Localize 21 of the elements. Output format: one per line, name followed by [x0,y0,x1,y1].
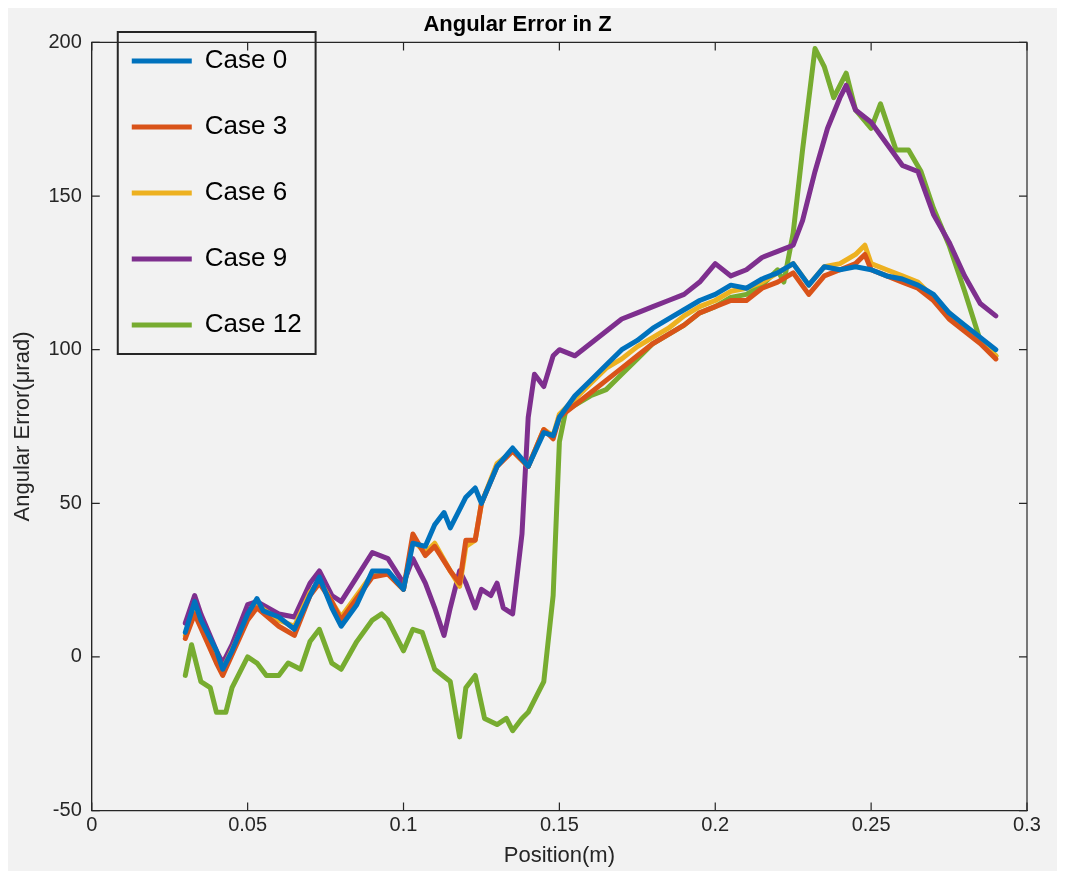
y-tick-label: 0 [70,644,82,667]
x-tick-label: 0.05 [228,813,268,836]
y-tick-label: 200 [48,29,82,52]
chart-title: Angular Error in Z [423,11,612,37]
legend-label: Case 0 [204,44,288,75]
y-axis-title: Angular Error(μrad) [9,331,35,522]
x-tick-label: 0.15 [539,813,579,836]
legend-label: Case 6 [204,176,288,207]
x-tick-label: 0.2 [701,813,730,836]
legend-label: Case 3 [204,110,288,141]
x-tick-label: 0.25 [851,813,891,836]
y-tick-label: 150 [48,183,82,206]
y-tick-label: 50 [59,490,82,513]
y-tick-label: -50 [52,798,82,821]
x-tick-label: 0.1 [389,813,418,836]
legend-label: Case 9 [204,242,288,273]
x-tick-label: 0.3 [1013,813,1041,836]
y-tick-label: 100 [48,337,82,360]
x-tick-label: 0 [86,813,98,836]
legend-label: Case 12 [204,308,302,339]
x-axis-title: Position(m) [503,841,616,867]
